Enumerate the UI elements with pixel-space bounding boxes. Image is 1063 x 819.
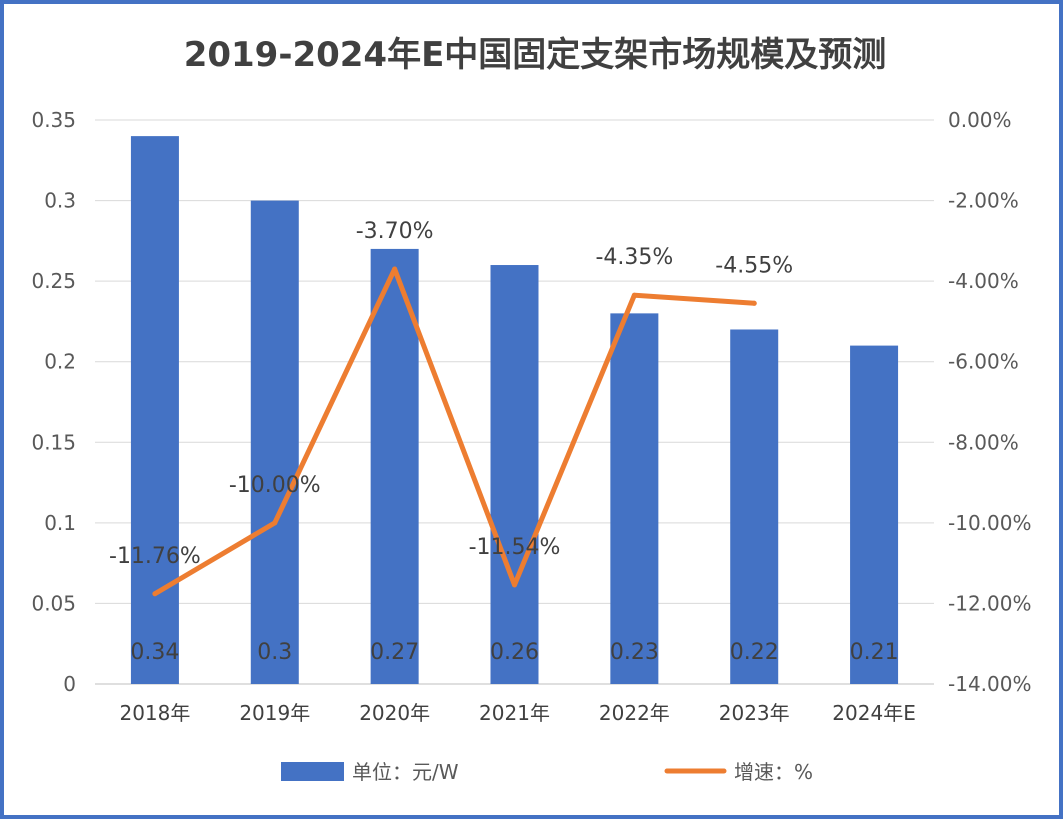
bar <box>610 313 659 684</box>
right-axis-tick-label: -12.00% <box>948 591 1031 615</box>
line-point <box>512 582 517 588</box>
legend-line-label: 增速：% <box>734 760 813 784</box>
bar-data-label: 0.27 <box>370 640 419 665</box>
right-axis-tick-label: -14.00% <box>948 672 1031 696</box>
bar <box>250 200 299 685</box>
left-axis-tick-label: 0.05 <box>31 591 76 615</box>
line-point <box>751 300 757 306</box>
bar-data-labels: 0.34 0.3 0.27 0.26 0.23 0.22 0.21 <box>130 640 898 665</box>
bar-data-label: 0.26 <box>490 640 539 665</box>
bar-data-label: 0.22 <box>730 640 779 665</box>
right-axis-tick-label: -8.00% <box>948 430 1019 454</box>
left-axis-tick-label: 0.25 <box>31 269 76 293</box>
growth-line <box>152 266 757 597</box>
x-axis-tick-label: 2018年 <box>119 701 190 725</box>
x-axis-tick-label: 2019年 <box>239 701 310 725</box>
x-axis-tick-label: 2022年 <box>599 701 670 725</box>
left-axis-tick-label: 0.35 <box>31 108 76 132</box>
line-point <box>392 266 398 272</box>
chart-svg: 2019-2024年E中国固定支架市场规模及预测 0.34 0.3 0.27 0.26… <box>31 35 1031 784</box>
line-point <box>272 520 278 526</box>
right-axis-ticks: -14.00% -12.00% -10.00% -8.00% -6.00% -4.00% -… <box>948 108 1031 696</box>
x-axis-tick-label: 2024年E <box>832 701 916 725</box>
left-axis-tick-label: 0 <box>63 672 76 696</box>
right-axis-tick-label: -10.00% <box>948 511 1031 535</box>
bar <box>850 345 899 684</box>
legend-bar-swatch <box>281 762 344 781</box>
left-axis-tick-label: 0.1 <box>44 511 76 535</box>
line-data-label: -11.76% <box>109 544 201 569</box>
bar <box>130 136 179 685</box>
line-point <box>631 292 637 298</box>
line-series <box>152 266 757 597</box>
line-data-label: -10.00% <box>229 473 321 498</box>
legend: 单位：元/W 增速：% <box>281 760 813 784</box>
line-data-labels: -11.76% -10.00% -3.70% -11.54% -4.35% -4.55% <box>109 219 793 569</box>
x-axis-ticks: 2018年 2019年 2020年 2021年 2022年 2023年 2024年E <box>119 701 915 725</box>
bar <box>730 329 779 684</box>
left-axis-tick-label: 0.3 <box>44 189 76 213</box>
right-axis-tick-label: 0.00% <box>948 108 1012 132</box>
x-axis-tick-label: 2023年 <box>719 701 790 725</box>
left-axis-tick-label: 0.15 <box>31 430 76 454</box>
left-axis-tick-label: 0.2 <box>44 350 76 374</box>
bar <box>370 248 419 684</box>
legend-bar-label: 单位：元/W <box>352 760 459 784</box>
bar-data-label: 0.21 <box>850 640 899 665</box>
right-axis-tick-label: -6.00% <box>948 350 1019 374</box>
chart-title: 2019-2024年E中国固定支架市场规模及预测 <box>184 35 887 75</box>
line-point <box>152 591 158 597</box>
x-axis-tick-label: 2021年 <box>479 701 550 725</box>
bar-series <box>130 136 899 685</box>
left-axis-ticks: 0 0.05 0.1 0.15 0.2 0.25 0.3 0.35 <box>31 108 76 696</box>
line-data-label: -11.54% <box>469 535 561 560</box>
bar-data-label: 0.3 <box>257 640 292 665</box>
line-data-label: -4.35% <box>595 245 673 270</box>
line-data-label: -4.55% <box>715 253 793 278</box>
right-axis-tick-label: -2.00% <box>948 189 1019 213</box>
bar <box>490 265 539 684</box>
x-axis-tick-label: 2020年 <box>359 701 430 725</box>
right-axis-tick-label: -4.00% <box>948 269 1019 293</box>
line-data-label: -3.70% <box>356 219 434 244</box>
bar-data-label: 0.34 <box>130 640 179 665</box>
bar-data-label: 0.23 <box>610 640 659 665</box>
